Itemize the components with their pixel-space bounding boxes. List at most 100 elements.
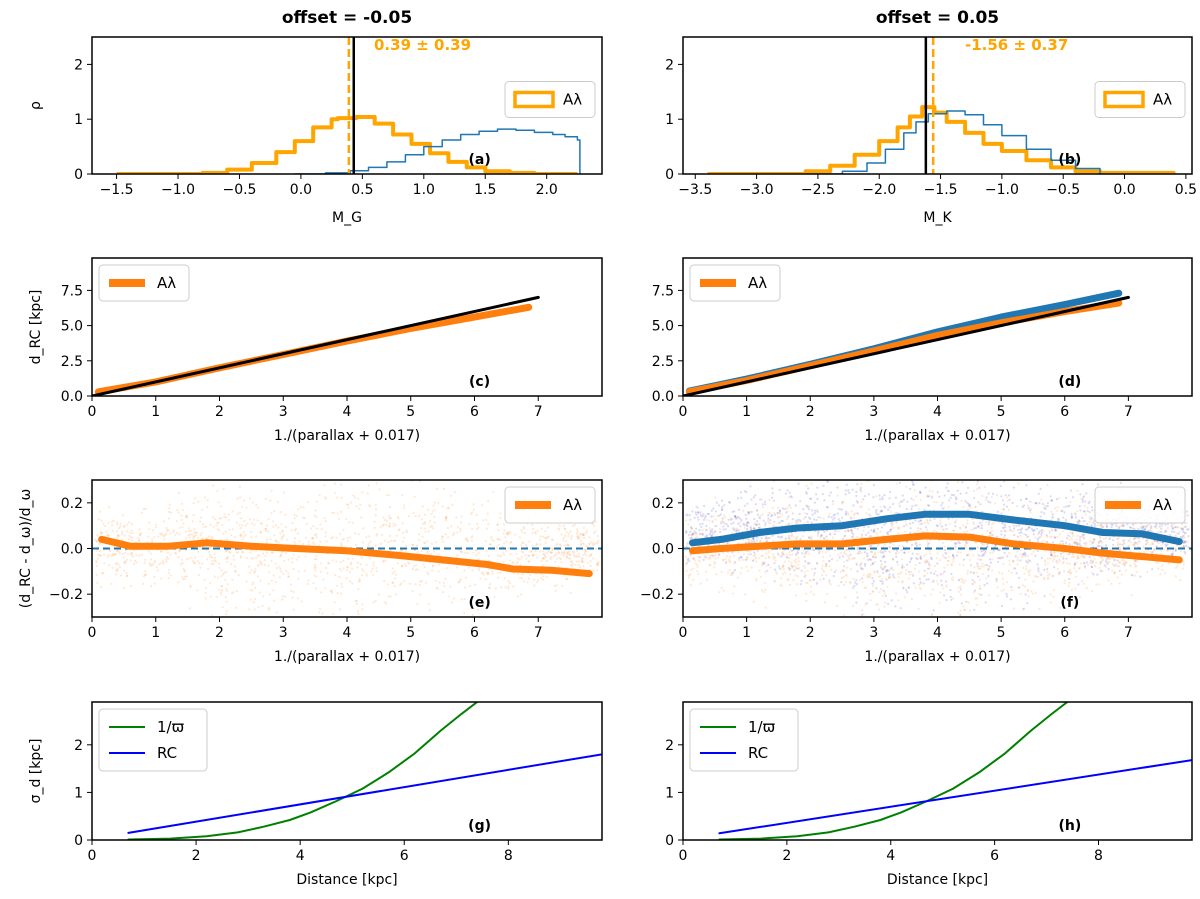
scatter-point [706, 512, 709, 516]
scatter-point [754, 554, 757, 558]
scatter-point [1025, 484, 1028, 487]
scatter-point [1050, 554, 1053, 557]
scatter-point [813, 501, 817, 504]
scatter-point [555, 544, 558, 547]
scatter-point [822, 577, 825, 580]
scatter-point [907, 586, 911, 589]
scatter-point [1044, 507, 1047, 510]
scatter-point [214, 518, 217, 521]
scatter-point [528, 554, 531, 557]
scatter-point [169, 553, 172, 556]
scatter-point [1001, 460, 1003, 462]
scatter-point [444, 517, 447, 520]
scatter-point [857, 546, 860, 549]
scatter-point [270, 512, 273, 515]
scatter-point [890, 599, 893, 602]
scatter-point [733, 528, 736, 532]
scatter-point [972, 580, 976, 583]
scatter-point [950, 563, 953, 566]
scatter-point [842, 614, 845, 617]
scatter-point [280, 538, 283, 541]
scatter-point [825, 574, 828, 577]
scatter-point [737, 529, 740, 532]
scatter-point [957, 541, 960, 544]
scatter-point [335, 560, 338, 563]
scatter-point [1083, 494, 1086, 498]
scatter-point [923, 594, 926, 597]
scatter-point [562, 554, 566, 557]
scatter-point [1161, 569, 1164, 572]
scatter-point [976, 575, 980, 578]
scatter-point [355, 543, 358, 547]
scatter-point [1028, 526, 1031, 529]
scatter-point [320, 527, 323, 531]
scatter-point [868, 558, 871, 561]
scatter-point [754, 556, 758, 560]
scatter-point [708, 519, 711, 522]
scatter-point [725, 560, 728, 563]
scatter-point [374, 508, 378, 511]
scatter-point [135, 554, 138, 557]
scatter-point [193, 528, 196, 531]
scatter-point [552, 554, 556, 558]
scatter-point [209, 523, 212, 527]
scatter-point [687, 574, 691, 577]
scatter-point [860, 536, 863, 539]
scatter-point [886, 569, 889, 572]
x-tick-label: 7 [534, 625, 543, 641]
scatter-point [954, 498, 958, 501]
scatter-point [121, 553, 124, 556]
scatter-point [986, 530, 989, 533]
scatter-point [815, 509, 819, 512]
scatter-point [596, 564, 599, 567]
scatter-point [727, 571, 730, 574]
scatter-point [250, 536, 253, 539]
scatter-point [1088, 556, 1091, 559]
scatter-point [197, 536, 200, 540]
scatter-point [780, 584, 783, 588]
scatter-point [840, 581, 843, 584]
scatter-point [116, 567, 119, 570]
scatter-point [403, 563, 406, 566]
scatter-point [803, 575, 806, 578]
scatter-point [1072, 534, 1075, 538]
scatter-point [315, 527, 318, 530]
scatter-point [895, 482, 898, 485]
scatter-point [870, 529, 873, 532]
scatter-point [273, 510, 276, 513]
scatter-point [712, 515, 715, 518]
scatter-point [1046, 540, 1049, 544]
scatter-point [795, 561, 798, 564]
scatter-point [930, 593, 933, 596]
scatter-point [1142, 551, 1145, 554]
scatter-point [299, 506, 303, 509]
scatter-point [349, 501, 352, 504]
scatter-point [532, 527, 535, 531]
scatter-point [1016, 505, 1019, 508]
scatter-point [959, 609, 962, 612]
scatter-point [1149, 527, 1152, 530]
scatter-point [1038, 572, 1042, 575]
scatter-point [357, 612, 360, 615]
scatter-point [1086, 507, 1089, 510]
scatter-point [576, 555, 579, 558]
scatter-point [361, 568, 364, 571]
scatter-point [980, 521, 984, 524]
scatter-point [336, 584, 339, 588]
scatter-point [1046, 504, 1049, 508]
scatter-point [1058, 465, 1060, 467]
scatter-point [914, 586, 917, 589]
scatter-point [767, 517, 770, 520]
scatter-point [492, 539, 495, 543]
scatter-point [898, 526, 901, 530]
scatter-point [544, 530, 547, 533]
scatter-point [228, 550, 231, 554]
scatter-point [1129, 565, 1132, 568]
scatter-point [579, 544, 582, 547]
scatter-point [1113, 564, 1116, 567]
scatter-point [128, 521, 131, 524]
scatter-point [747, 553, 750, 556]
scatter-point [704, 535, 707, 538]
scatter-point [720, 570, 723, 574]
scatter-point [689, 530, 692, 533]
